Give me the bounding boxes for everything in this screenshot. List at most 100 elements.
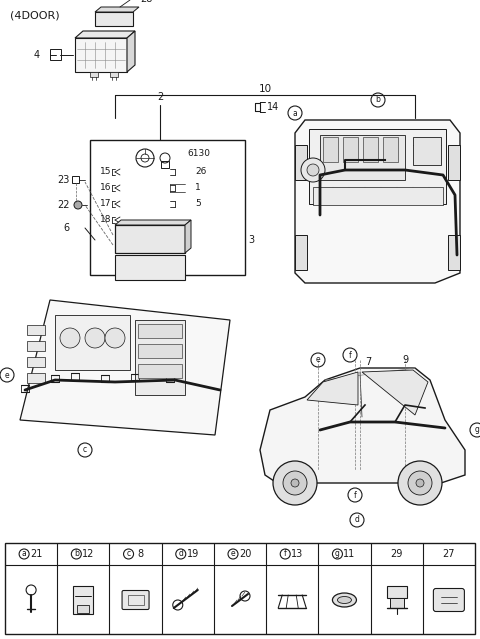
Text: f: f xyxy=(348,351,351,360)
Circle shape xyxy=(408,471,432,495)
Text: 23: 23 xyxy=(58,175,70,185)
Bar xyxy=(115,225,185,253)
Bar xyxy=(138,364,182,378)
Bar xyxy=(55,315,130,370)
Text: 14: 14 xyxy=(267,102,279,112)
Bar xyxy=(27,373,45,383)
Ellipse shape xyxy=(337,596,351,603)
Bar xyxy=(320,135,405,180)
Polygon shape xyxy=(362,370,428,415)
Text: e: e xyxy=(316,355,320,364)
Text: 15: 15 xyxy=(100,167,111,176)
Bar xyxy=(27,341,45,351)
Bar xyxy=(72,176,79,183)
Bar xyxy=(343,137,358,162)
Bar xyxy=(138,344,182,358)
Polygon shape xyxy=(295,145,307,180)
Polygon shape xyxy=(260,368,465,485)
Polygon shape xyxy=(115,220,191,225)
Text: 3: 3 xyxy=(248,235,254,245)
Bar xyxy=(73,586,93,614)
Text: 17: 17 xyxy=(100,199,111,208)
Bar xyxy=(95,12,133,26)
Circle shape xyxy=(105,328,125,348)
Text: 26: 26 xyxy=(195,167,206,176)
Circle shape xyxy=(416,479,424,487)
Bar xyxy=(413,137,441,165)
Bar xyxy=(161,161,169,168)
Text: 16: 16 xyxy=(100,183,111,192)
Bar xyxy=(390,598,404,608)
Polygon shape xyxy=(20,300,230,435)
Bar xyxy=(383,137,398,162)
Text: 29: 29 xyxy=(390,549,403,559)
Text: f: f xyxy=(284,550,287,558)
Text: 2: 2 xyxy=(157,92,163,102)
FancyBboxPatch shape xyxy=(433,589,464,612)
Bar xyxy=(387,586,407,598)
Text: a: a xyxy=(293,109,298,118)
Text: 7: 7 xyxy=(365,357,371,367)
Polygon shape xyxy=(307,372,358,405)
Text: 13: 13 xyxy=(291,549,303,559)
Text: c: c xyxy=(83,445,87,454)
Circle shape xyxy=(85,328,105,348)
Polygon shape xyxy=(75,31,135,38)
Bar xyxy=(128,595,144,605)
Bar xyxy=(50,49,61,60)
Text: e: e xyxy=(231,550,235,558)
Text: d: d xyxy=(355,516,360,525)
Text: 8: 8 xyxy=(137,549,144,559)
Bar xyxy=(5,543,475,634)
Text: (4DOOR): (4DOOR) xyxy=(10,10,60,20)
Text: 22: 22 xyxy=(58,200,70,210)
Circle shape xyxy=(74,201,82,209)
Circle shape xyxy=(307,164,319,176)
Text: g: g xyxy=(475,426,480,435)
Bar xyxy=(110,72,118,77)
Circle shape xyxy=(283,471,307,495)
Bar xyxy=(135,320,185,395)
Text: g: g xyxy=(335,550,340,558)
Text: 27: 27 xyxy=(443,549,455,559)
Text: 21: 21 xyxy=(30,549,42,559)
Bar xyxy=(90,140,245,275)
Polygon shape xyxy=(448,145,460,180)
Polygon shape xyxy=(75,38,127,72)
Circle shape xyxy=(60,328,80,348)
Text: c: c xyxy=(127,550,131,558)
Bar xyxy=(313,187,443,205)
Bar xyxy=(77,605,89,613)
FancyBboxPatch shape xyxy=(122,590,149,610)
Ellipse shape xyxy=(333,593,357,607)
Polygon shape xyxy=(295,235,307,270)
Bar xyxy=(90,72,98,77)
Text: 28: 28 xyxy=(140,0,152,4)
Text: f: f xyxy=(354,491,356,500)
Bar xyxy=(323,137,338,162)
Text: 5: 5 xyxy=(195,199,201,208)
Bar xyxy=(309,129,446,204)
Text: d: d xyxy=(179,550,183,558)
Text: 20: 20 xyxy=(239,549,251,559)
Text: b: b xyxy=(74,550,79,558)
Circle shape xyxy=(301,158,325,182)
Polygon shape xyxy=(127,31,135,72)
Text: 9: 9 xyxy=(402,355,408,365)
Text: 19: 19 xyxy=(187,549,199,559)
Bar xyxy=(27,357,45,367)
Text: e: e xyxy=(5,371,9,380)
Polygon shape xyxy=(295,120,460,283)
Text: 18: 18 xyxy=(100,215,111,224)
Polygon shape xyxy=(448,235,460,270)
Circle shape xyxy=(291,479,299,487)
Bar xyxy=(363,137,378,162)
Bar xyxy=(27,325,45,335)
Text: 11: 11 xyxy=(343,549,356,559)
Bar xyxy=(115,255,185,280)
Text: a: a xyxy=(22,550,26,558)
Text: 4: 4 xyxy=(34,50,40,60)
Text: 6130: 6130 xyxy=(187,150,210,158)
Text: 6: 6 xyxy=(64,223,70,233)
Text: 12: 12 xyxy=(82,549,95,559)
